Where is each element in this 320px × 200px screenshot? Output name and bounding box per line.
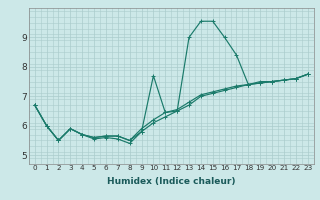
X-axis label: Humidex (Indice chaleur): Humidex (Indice chaleur) xyxy=(107,177,236,186)
